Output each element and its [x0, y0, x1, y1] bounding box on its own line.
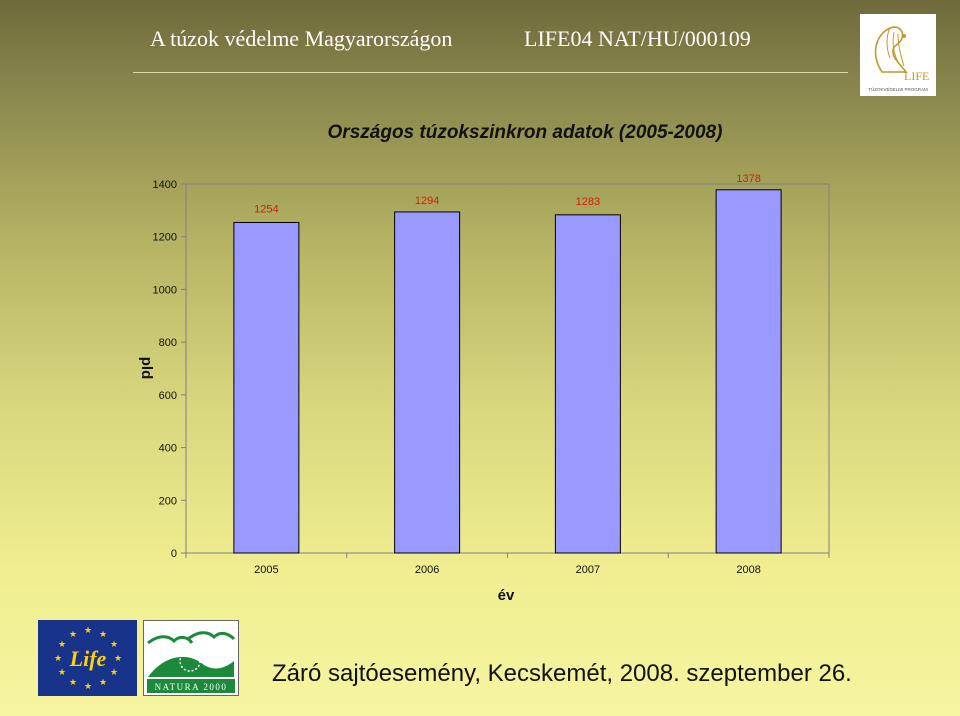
- y-tick-label: 600: [159, 390, 177, 402]
- data-label-2007: 1283: [576, 196, 600, 208]
- x-tick-label: 2008: [736, 564, 760, 576]
- natura-birds-icon: NATURA 2000: [147, 625, 236, 693]
- eu-star-icon: ★: [114, 654, 122, 664]
- eu-life-logo: ★ ★ ★ ★ ★ ★ ★ ★ ★ ★ ★ ★ Life: [38, 620, 137, 696]
- x-tick-labels: 2005 2006 2007 2008: [254, 564, 761, 576]
- x-tick-label: 2007: [576, 564, 600, 576]
- eu-star-icon: ★: [99, 630, 107, 640]
- eu-stars-icon: ★★★★★★★★★ ★ ★★ Life: [54, 626, 122, 692]
- project-code: LIFE04 NAT/HU/000109: [524, 26, 751, 51]
- y-tick-label: 1200: [153, 232, 177, 244]
- bar-2008: [715, 189, 782, 554]
- x-tick-label: 2005: [254, 564, 278, 576]
- eu-star-icon: ★: [58, 640, 66, 650]
- eu-star-icon: ★: [54, 654, 62, 664]
- data-label-2005: 1254: [254, 203, 278, 215]
- life-logo-text: LIFE: [904, 69, 929, 83]
- eu-logo-text: Life: [69, 646, 107, 671]
- life-logo-subtext: TÚZOKVÉDELMI PROGRAM: [868, 86, 928, 92]
- eu-star-icon: ★: [84, 682, 92, 692]
- bar-2005: [233, 221, 300, 554]
- bars: [233, 189, 782, 554]
- bustard-bird-icon: LIFE TÚZOKVÉDELMI PROGRAM: [868, 26, 929, 92]
- y-tick-label: 0: [171, 548, 177, 560]
- data-label-2006: 1294: [415, 195, 439, 207]
- eu-star-icon: ★: [110, 640, 118, 650]
- y-tick-label: 200: [159, 495, 177, 507]
- y-tick-label: 400: [159, 443, 177, 455]
- bar-2006: [394, 211, 461, 554]
- y-tick-label: 1400: [153, 179, 177, 191]
- eu-star-icon: ★: [69, 630, 77, 640]
- eu-star-icon: ★: [110, 668, 118, 678]
- y-tick-label: 800: [159, 337, 177, 349]
- bar-value-labels: 1254 1294 1283 1378: [254, 173, 761, 216]
- natura-logo-text: NATURA 2000: [155, 682, 228, 692]
- life-program-logo: LIFE TÚZOKVÉDELMI PROGRAM: [860, 14, 936, 96]
- y-axis-label: pld: [138, 357, 155, 380]
- x-axis-ticks: [185, 553, 830, 558]
- footer-event-text: Záró sajtóesemény, Kecskemét, 2008. szep…: [272, 660, 852, 687]
- bar-chart: 0 200 400 600 800 1000 1200 1400 1254 1294 1283 13…: [138, 173, 830, 604]
- eu-star-icon: ★: [84, 626, 92, 636]
- bar-2007: [554, 214, 621, 554]
- data-label-2008: 1378: [736, 173, 760, 185]
- x-tick-label: 2006: [415, 564, 439, 576]
- eu-star-icon: ★: [58, 668, 66, 678]
- eu-star-icon: ★: [69, 678, 77, 688]
- header-title: A túzok védelme Magyarországon: [150, 26, 453, 51]
- y-axis-ticks: 0 200 400 600 800 1000 1200 1400: [153, 179, 186, 560]
- header-divider: [133, 72, 848, 73]
- y-tick-label: 1000: [153, 284, 177, 296]
- chart-title: Országos túzokszinkron adatok (2005-2008…: [327, 122, 723, 143]
- natura-2000-logo: NATURA 2000: [143, 620, 239, 696]
- x-axis-label: év: [498, 587, 515, 604]
- eu-star-icon: ★: [99, 678, 107, 688]
